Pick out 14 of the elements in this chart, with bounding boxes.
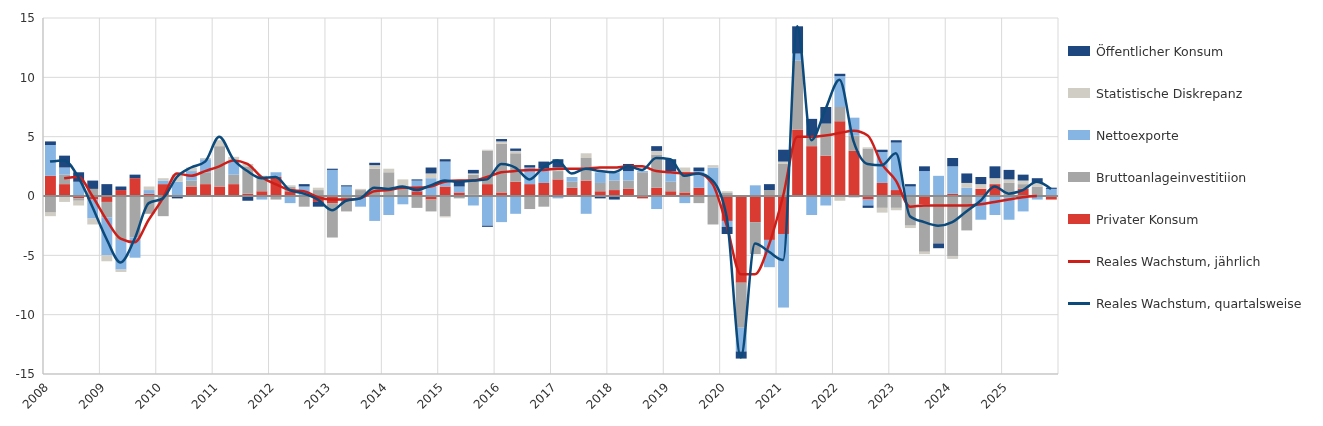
legend-label: Reales Wachstum, quartalsweise [1096, 295, 1302, 311]
y-tick-label: 15 [19, 11, 35, 26]
legend-label: Nettoexporte [1096, 127, 1179, 143]
y-tick-label: -10 [15, 307, 35, 322]
legend-label: Privater Konsum [1096, 211, 1199, 227]
y-tick-label: -15 [15, 367, 35, 382]
legend-label: Bruttoanlageinvestitiion [1096, 169, 1247, 185]
legend-label: Reales Wachstum, jährlich [1096, 253, 1261, 269]
legend-label: Statistische Diskrepanz [1096, 85, 1243, 101]
legend-label: Öffentlicher Konsum [1096, 43, 1224, 59]
y-tick-label: -5 [23, 248, 35, 263]
y-tick-label: 5 [27, 129, 35, 144]
y-tick-label: 0 [27, 189, 35, 204]
y-tick-label: 10 [19, 70, 35, 85]
